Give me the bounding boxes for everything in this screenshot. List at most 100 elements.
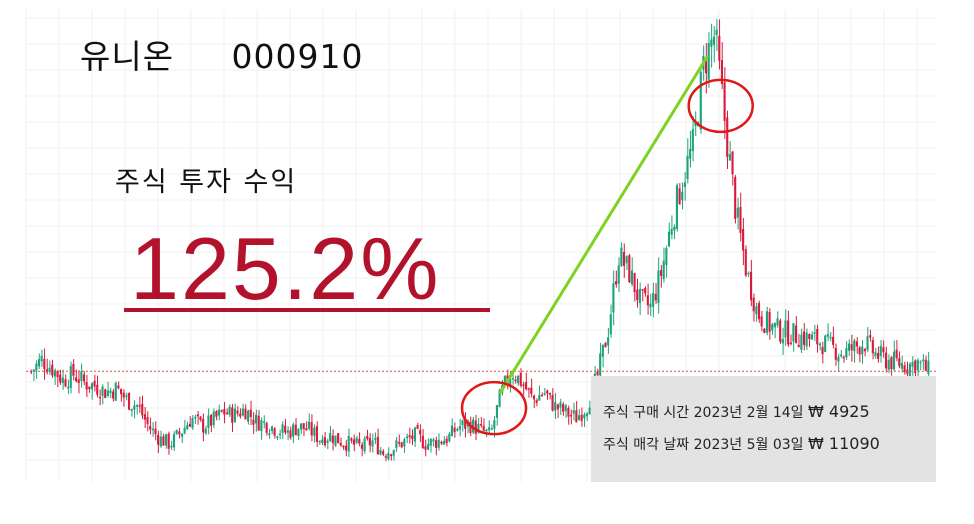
candle	[898, 351, 901, 369]
candle-body	[186, 425, 189, 430]
candle	[249, 400, 252, 426]
candle-body	[834, 347, 837, 360]
candle	[32, 368, 35, 382]
candle-body	[80, 371, 83, 381]
candle	[80, 363, 83, 388]
candle-body	[122, 392, 125, 398]
candle-body	[657, 270, 660, 303]
candle-body	[705, 60, 708, 74]
candle	[480, 417, 483, 428]
candle	[262, 415, 266, 429]
candle-body	[371, 440, 374, 447]
stock-code: 000910	[231, 37, 364, 76]
candle	[744, 245, 747, 278]
candle-body	[98, 396, 101, 399]
sell-label: 주식 매각 날짜	[603, 437, 690, 453]
candle	[924, 355, 927, 372]
candle-body	[530, 387, 533, 394]
candle-body	[278, 433, 281, 436]
candle-body	[397, 442, 401, 444]
candle	[67, 379, 70, 394]
candle-body	[829, 336, 832, 339]
candle	[326, 438, 329, 450]
candle	[355, 435, 358, 445]
candle	[143, 407, 146, 428]
candle	[154, 421, 157, 441]
candle-body	[109, 390, 112, 394]
candle	[350, 437, 353, 444]
candle-body	[194, 416, 197, 419]
candle	[281, 421, 284, 440]
candle-body	[255, 414, 258, 424]
candle-body	[82, 374, 86, 382]
candle	[255, 409, 258, 432]
candle-body	[440, 441, 443, 444]
candle-body	[874, 352, 877, 356]
candle	[802, 323, 806, 351]
candle	[35, 360, 38, 379]
candle-body	[429, 439, 432, 446]
candle	[307, 413, 311, 431]
candle	[445, 435, 448, 447]
candle-body	[289, 430, 292, 438]
candle	[689, 130, 692, 168]
candle	[768, 308, 771, 340]
candle	[675, 183, 678, 232]
candle	[633, 272, 636, 302]
candle	[625, 255, 628, 271]
candle	[662, 247, 665, 283]
candle	[56, 370, 59, 388]
candle-body	[752, 297, 755, 312]
candle	[585, 411, 588, 422]
candle	[204, 425, 207, 435]
candle-body	[416, 425, 419, 429]
candle-body	[236, 410, 239, 414]
candle	[554, 392, 557, 420]
candle-body	[382, 451, 385, 455]
candle	[850, 334, 853, 362]
candle	[188, 416, 191, 427]
candle	[829, 331, 832, 342]
candle	[742, 217, 745, 266]
candle	[472, 416, 475, 435]
candle-body	[570, 414, 573, 417]
candle-body	[670, 228, 673, 235]
candle-body	[911, 362, 914, 367]
candle	[374, 432, 377, 445]
candle-body	[270, 426, 273, 432]
candle	[43, 348, 46, 380]
candle	[210, 413, 213, 433]
candle-body	[649, 303, 652, 308]
candle-body	[247, 410, 250, 422]
candle	[720, 42, 723, 90]
candle	[792, 323, 795, 352]
candle	[98, 389, 101, 406]
candle	[186, 421, 189, 430]
candle	[874, 347, 877, 359]
candle	[236, 406, 239, 417]
candle	[379, 446, 382, 456]
candle	[265, 421, 268, 436]
candle	[866, 326, 869, 353]
candle-body	[117, 385, 120, 389]
candle	[199, 415, 202, 422]
candle-body	[892, 351, 896, 370]
candle-body	[379, 449, 382, 455]
candle-body	[665, 248, 668, 266]
candle	[270, 425, 273, 435]
candle	[64, 374, 67, 388]
candle-body	[188, 423, 191, 427]
buy-info-row: 주식 구매 시간 2023년 2월 14일 ₩ 4925	[603, 402, 870, 422]
candle	[106, 381, 109, 398]
candle	[771, 322, 774, 335]
candle	[887, 354, 890, 374]
candle-body	[673, 226, 676, 231]
candle	[292, 422, 295, 444]
candle	[61, 369, 64, 390]
candle-body	[315, 426, 318, 442]
candle	[927, 351, 930, 380]
candle-body	[183, 427, 186, 434]
candle-body	[562, 403, 565, 412]
candle	[519, 368, 522, 388]
candle	[458, 418, 461, 437]
